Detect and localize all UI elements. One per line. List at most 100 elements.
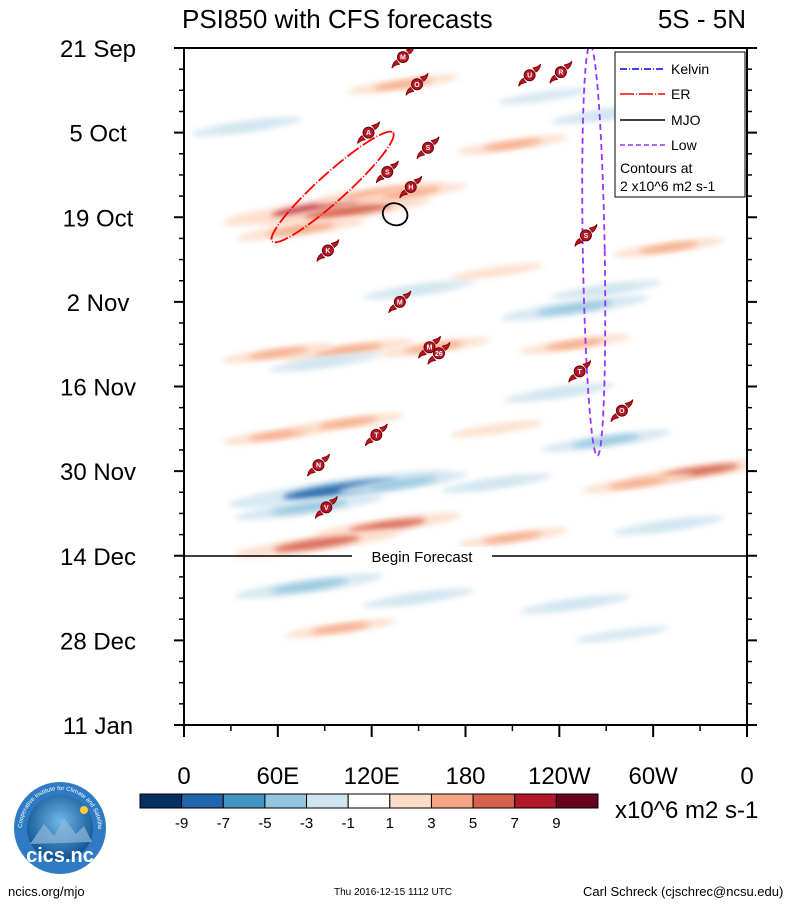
field-feature-core [217, 121, 276, 132]
contour-mjo [381, 202, 409, 227]
field-feature-core [639, 242, 699, 253]
field-feature-core [368, 477, 438, 490]
storm-marker: M [418, 335, 442, 359]
colorbar-swatch [514, 793, 557, 809]
field-feature-core [248, 429, 308, 441]
logo-mountains [30, 818, 92, 844]
storm-marker-arms [418, 335, 442, 359]
storm-marker: O [405, 72, 429, 96]
colorbar-tick-label: 1 [386, 815, 394, 832]
field-feature-core [381, 187, 441, 199]
storm-marker-arms [314, 496, 338, 519]
storm-marker: M [391, 48, 415, 69]
storm-marker-arms [405, 72, 429, 96]
x-tick-label: 60W [628, 763, 678, 790]
y-tick-label: 30 Nov [60, 459, 136, 486]
storm-marker-label: V [324, 505, 329, 512]
legend-label-low: Low [671, 137, 698, 153]
storm-marker-dot [320, 501, 333, 514]
storm-marker-dot [393, 295, 406, 308]
x-tick-label: 0 [740, 763, 753, 790]
storm-marker-label: O [619, 408, 625, 415]
field-feature-core [248, 347, 308, 359]
footer-left: ncics.org/mjo [8, 884, 85, 899]
storm-marker-dot [411, 78, 424, 91]
colorbar-tick-label: 7 [511, 815, 519, 832]
field-feature-core [389, 284, 449, 296]
colorbar-tick-label: -5 [258, 815, 271, 832]
colorbar-swatch [347, 793, 391, 809]
legend-label-kelvin: Kelvin [671, 61, 709, 77]
storm-marker-arms [375, 160, 399, 184]
x-tick-label: 120W [528, 763, 591, 790]
contour-low [581, 48, 607, 457]
cics-logo-graphic: Cooperative Institute for Climate and Sa… [11, 776, 106, 874]
y-tick-label: 16 Nov [60, 375, 136, 402]
region-label: 5S - 5N [658, 4, 746, 34]
storm-marker-dot [396, 51, 409, 64]
storm-marker: M [388, 290, 412, 314]
x-tick-label: 60E [256, 763, 299, 790]
storm-marker-arms [568, 360, 592, 383]
legend-label-er: ER [671, 86, 690, 102]
field-feature-core [572, 434, 641, 447]
field-feature-core [318, 417, 378, 429]
storm-marker-label: S [584, 233, 589, 240]
colorbar-swatch [222, 793, 266, 809]
colorbar-units: x10^6 m2 s-1 [615, 797, 758, 824]
colorbar-swatch [306, 793, 349, 809]
storm-marker-arms [416, 136, 440, 160]
storm-marker: S [375, 160, 399, 184]
storm-marker-arms [427, 341, 451, 365]
colorbar-swatch [472, 793, 516, 809]
field-feature-core [529, 387, 589, 398]
storm-marker: O [610, 399, 634, 422]
legend-note-line2: 2 x10^6 m2 s-1 [620, 178, 715, 194]
storm-marker-arms [518, 63, 542, 87]
y-tick-label: 5 Oct [69, 121, 127, 148]
forecast-line-group: Begin Forecast [184, 547, 747, 566]
field-feature [450, 420, 544, 438]
storm-marker-label: T [578, 369, 583, 376]
storm-marker-label: T [374, 432, 379, 439]
colorbar-tick-label: -1 [342, 815, 355, 832]
field-feature-core [295, 356, 355, 368]
storm-marker-dot [381, 165, 394, 178]
storm-marker-label: M [397, 299, 403, 306]
storm-marker-arms [307, 453, 330, 477]
storm-marker: R [549, 60, 573, 84]
y-tick-label: 11 Jan [63, 713, 133, 740]
storm-marker: U [518, 63, 542, 87]
storm-marker: K [316, 239, 340, 262]
storm-marker-label: S [426, 145, 431, 152]
storm-marker-label: R [558, 70, 563, 77]
colorbar-swatch [430, 793, 474, 809]
storm-marker-arms [357, 121, 381, 144]
field-feature-core [608, 477, 667, 489]
storm-marker-label: K [325, 248, 330, 255]
storm-marker-dot [432, 347, 445, 360]
y-tick-label: 19 Oct [63, 205, 134, 232]
storm-marker: S [416, 136, 440, 160]
field-feature [450, 263, 544, 280]
field-feature-core [545, 338, 605, 350]
field-feature [497, 88, 591, 105]
logo-sun [80, 806, 88, 814]
plot-frame [183, 47, 748, 726]
storm-marker-arms [391, 48, 415, 69]
storm-marker-dot [573, 365, 586, 378]
storm-marker-dot [404, 181, 417, 194]
storm-marker-arms [549, 60, 573, 84]
field-feature-core [545, 598, 605, 610]
storm-marker-label: H [408, 185, 413, 192]
storm-marker-label: N [316, 463, 321, 470]
field-feature-core [304, 203, 392, 219]
y-tick-label: 28 Dec [60, 628, 136, 655]
colorbar-tick-label: 3 [427, 815, 435, 832]
begin-forecast-label-bg [352, 547, 492, 565]
colorbar-swatch [264, 793, 308, 809]
storm-marker-label: O [414, 82, 420, 89]
legend-note-line1: Contours at [620, 160, 692, 176]
